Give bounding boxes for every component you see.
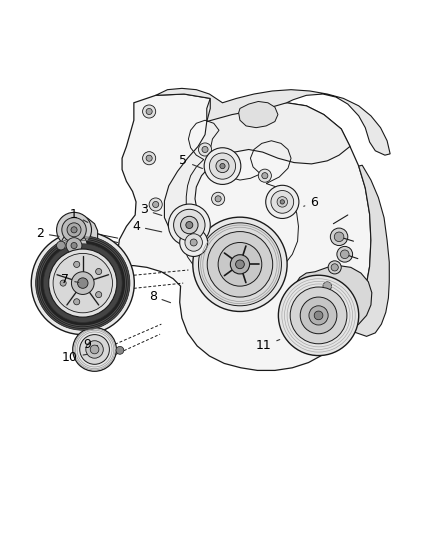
Circle shape (146, 155, 152, 161)
Circle shape (146, 108, 152, 115)
Circle shape (271, 190, 293, 213)
Circle shape (143, 105, 155, 118)
Circle shape (340, 250, 349, 259)
Circle shape (279, 275, 359, 356)
Circle shape (80, 335, 110, 364)
Circle shape (323, 282, 332, 290)
Circle shape (152, 201, 159, 207)
Circle shape (198, 143, 212, 156)
Text: 2: 2 (36, 227, 59, 240)
Circle shape (319, 278, 335, 294)
Circle shape (71, 243, 77, 248)
Polygon shape (348, 165, 389, 336)
Circle shape (95, 269, 102, 274)
Circle shape (218, 243, 262, 286)
Circle shape (66, 238, 82, 253)
Circle shape (53, 253, 113, 313)
Circle shape (49, 249, 117, 317)
Circle shape (309, 306, 328, 325)
Circle shape (168, 204, 210, 246)
Circle shape (143, 152, 155, 165)
Circle shape (57, 212, 92, 247)
Circle shape (280, 200, 285, 204)
Text: 3: 3 (140, 203, 162, 216)
Polygon shape (164, 99, 350, 241)
Circle shape (277, 197, 288, 207)
Circle shape (202, 147, 208, 152)
Circle shape (331, 264, 338, 271)
Polygon shape (155, 88, 390, 155)
Circle shape (204, 148, 241, 184)
Text: 5: 5 (179, 155, 202, 168)
Circle shape (186, 222, 193, 229)
Text: 1: 1 (70, 208, 88, 222)
Polygon shape (118, 94, 371, 370)
Circle shape (215, 196, 221, 202)
Text: 9: 9 (83, 338, 98, 351)
Text: 6: 6 (304, 196, 318, 209)
Polygon shape (62, 215, 98, 251)
Circle shape (262, 173, 268, 179)
Circle shape (78, 278, 88, 288)
Circle shape (74, 261, 80, 268)
Text: 8: 8 (148, 290, 170, 303)
Circle shape (190, 239, 197, 246)
Circle shape (62, 217, 86, 242)
Circle shape (149, 198, 162, 211)
Circle shape (334, 232, 344, 241)
Circle shape (314, 311, 323, 320)
Circle shape (216, 159, 229, 173)
Polygon shape (292, 265, 372, 333)
Circle shape (67, 223, 81, 237)
Circle shape (86, 341, 103, 358)
Circle shape (71, 227, 77, 233)
Circle shape (193, 217, 287, 311)
Circle shape (337, 246, 353, 262)
Circle shape (220, 164, 225, 169)
Circle shape (71, 272, 94, 294)
Text: 7: 7 (61, 273, 79, 286)
Circle shape (198, 223, 282, 306)
Circle shape (290, 287, 347, 344)
Circle shape (209, 153, 236, 179)
Circle shape (61, 232, 87, 259)
Circle shape (300, 297, 337, 334)
Circle shape (43, 244, 122, 322)
Circle shape (31, 231, 134, 335)
Circle shape (57, 241, 65, 250)
Text: 10: 10 (62, 351, 88, 364)
Circle shape (74, 298, 80, 305)
Circle shape (90, 345, 99, 354)
Circle shape (266, 185, 299, 219)
Circle shape (60, 280, 66, 286)
Circle shape (330, 228, 348, 246)
Circle shape (185, 234, 202, 251)
Text: 11: 11 (256, 340, 280, 352)
Circle shape (212, 192, 225, 205)
Circle shape (35, 236, 130, 330)
Circle shape (328, 261, 341, 274)
Circle shape (95, 292, 102, 298)
Circle shape (116, 346, 124, 354)
Circle shape (180, 229, 208, 256)
Circle shape (230, 255, 250, 274)
Circle shape (173, 209, 205, 241)
Circle shape (180, 216, 198, 234)
Circle shape (236, 260, 244, 269)
Polygon shape (239, 101, 278, 128)
Circle shape (207, 231, 273, 297)
Circle shape (258, 169, 272, 182)
Circle shape (73, 328, 117, 372)
Text: 4: 4 (132, 220, 162, 233)
